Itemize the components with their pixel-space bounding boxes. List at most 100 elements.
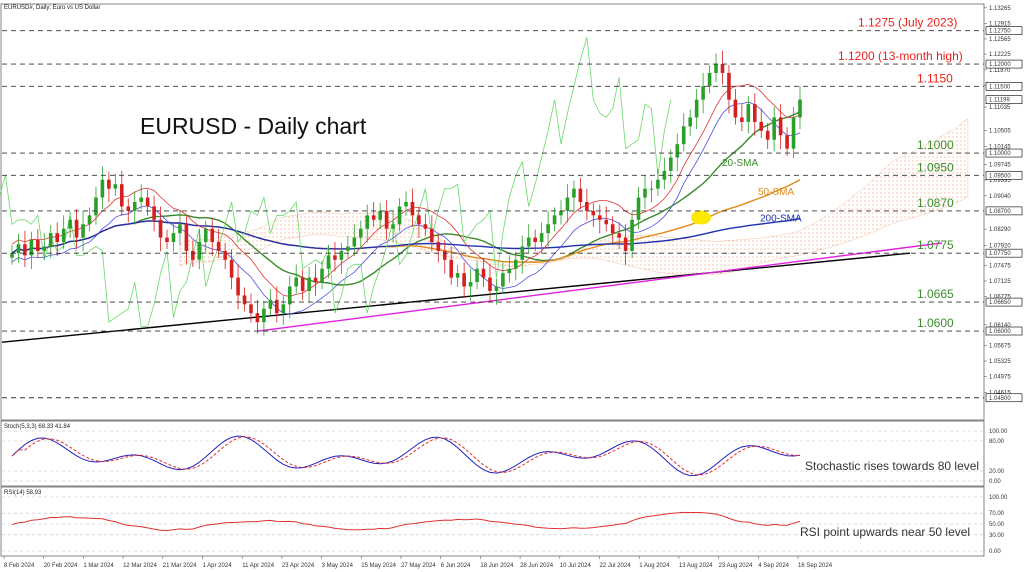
price-tick-label: 1.06140	[989, 323, 1011, 329]
candle-down	[255, 313, 260, 323]
date-label: 6 Jun 2024	[441, 563, 471, 569]
ma-line-200-sma	[11, 217, 801, 254]
price-marker-box	[985, 393, 1023, 403]
candle-up	[281, 304, 286, 314]
candle-down	[488, 277, 492, 291]
price-tick-label: 1.07125	[989, 279, 1011, 285]
candle-down	[210, 228, 215, 243]
candle-up	[268, 299, 273, 309]
crossover-highlight	[691, 210, 711, 225]
level-label: 1.0665	[917, 287, 954, 301]
candle-down	[765, 130, 770, 140]
magenta-trendline	[257, 242, 943, 332]
ma-line-20-sma	[11, 111, 801, 286]
candle-down	[107, 179, 111, 189]
candle-up	[404, 201, 408, 207]
date-label: 27 May 2024	[401, 563, 436, 569]
price-tick-label: 1.13265	[989, 6, 1011, 12]
candle-down	[191, 250, 195, 260]
candle-down	[333, 255, 337, 260]
date-label: 22 Jul 2024	[600, 563, 632, 569]
date-label: 10 Jul 2024	[560, 563, 592, 569]
price-tick-label: 1.12565	[989, 37, 1011, 43]
candle-down	[578, 188, 583, 202]
candle-down	[300, 277, 305, 291]
candle-down	[585, 201, 589, 211]
candle-up	[113, 184, 118, 189]
price-tick-label: 1.04975	[989, 375, 1011, 381]
candle-up	[10, 253, 14, 258]
candle-up	[798, 99, 802, 118]
candle-up	[61, 228, 66, 243]
candle-up	[468, 282, 473, 287]
price-tick-label: 1.09040	[989, 194, 1011, 200]
stochastic-panel-frame	[0, 420, 985, 487]
candle-up	[494, 286, 499, 291]
date-label: 23 Apr 2024	[282, 563, 315, 569]
price-tick-label: 1.12915	[989, 21, 1011, 27]
price-tick-label: 1.11035	[989, 105, 1011, 111]
candle-up	[132, 201, 137, 211]
candle-down	[423, 224, 428, 229]
candle-up	[507, 268, 512, 274]
candle-up	[203, 228, 208, 243]
chikou-line	[0, 37, 672, 327]
price-marker-box	[985, 297, 1023, 307]
candle-down	[449, 259, 454, 278]
candle-down	[591, 210, 596, 216]
candle-down	[481, 268, 486, 278]
candle-down	[23, 244, 27, 256]
stochastic-annotation: Stochastic rises towards 80 level	[805, 459, 979, 473]
candle-down	[242, 295, 247, 305]
candle-down	[597, 215, 602, 220]
candle-up	[378, 210, 382, 220]
candle-up	[772, 117, 776, 140]
price-tick-label: 1.05675	[989, 343, 1011, 349]
candle-up	[675, 144, 680, 158]
price-tick-label: 1.05325	[989, 359, 1011, 365]
rsi-line	[11, 511, 801, 532]
candle-up	[81, 224, 85, 238]
level-label: 1.0870	[917, 196, 954, 210]
price-marker-box	[985, 206, 1023, 216]
candle-down	[275, 299, 279, 314]
price-tick-label: 1.08290	[989, 227, 1011, 233]
price-marker-label: 1.11500	[989, 84, 1011, 90]
candle-down	[759, 121, 764, 131]
candle-up	[139, 197, 143, 202]
candle-up	[307, 277, 311, 291]
candle-up	[48, 233, 53, 247]
date-label: 20 Feb 2024	[44, 563, 78, 569]
candle-up	[701, 86, 705, 100]
candle-down	[752, 104, 757, 122]
candle-up	[475, 268, 479, 283]
candle-down	[216, 242, 221, 251]
candle-up	[455, 273, 460, 278]
black-trendline	[1, 252, 911, 343]
osc-tick-label: 30.00	[989, 533, 1005, 539]
price-marker-label: 1.10000	[989, 151, 1011, 157]
candle-down	[462, 273, 466, 287]
price-tick-label: 1.11870	[989, 68, 1011, 74]
candle-up	[694, 99, 699, 118]
price-tick-label: 1.07920	[989, 244, 1011, 250]
candle-up	[791, 117, 796, 149]
candle-down	[417, 215, 421, 225]
ma-label: 20-SMA	[722, 158, 758, 169]
osc-tick-label: 0.00	[989, 549, 1001, 555]
candle-up	[630, 219, 634, 251]
price-marker-label: 1.07750	[989, 251, 1011, 257]
price-marker-label: 1.11199	[989, 98, 1010, 104]
candle-up	[178, 224, 182, 234]
stochastic-main-line	[11, 435, 801, 477]
date-label: 1 Mar 2024	[83, 563, 114, 569]
candle-down	[610, 224, 615, 234]
stochastic-label: Stoch(5,3,3) 68.33 41.84	[4, 424, 71, 430]
candle-up	[539, 233, 544, 243]
price-tick-label: 1.10505	[989, 129, 1011, 135]
candle-down	[733, 99, 738, 118]
rsi-annotation: RSI point upwards near 50 level	[800, 525, 970, 539]
candle-down	[604, 219, 609, 225]
main-panel-frame	[0, 3, 985, 421]
candle-up	[552, 215, 557, 225]
